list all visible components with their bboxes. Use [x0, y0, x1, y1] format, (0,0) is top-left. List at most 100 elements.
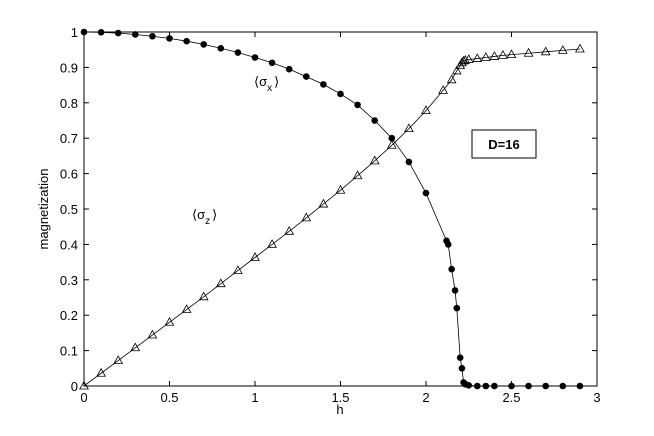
data-point	[183, 37, 190, 45]
x-tick-label: 1	[251, 390, 258, 405]
data-point	[523, 47, 534, 57]
y-tick-label: 0.4	[60, 237, 78, 252]
data-point	[576, 382, 584, 390]
y-tick-label: 0.8	[60, 96, 78, 111]
data-point	[113, 355, 124, 364]
y-tick-label: 0.9	[60, 60, 78, 75]
data-point	[463, 54, 474, 64]
data-point	[438, 85, 448, 94]
data-point	[444, 241, 452, 248]
data-point	[559, 382, 567, 390]
data-point	[198, 291, 209, 301]
data-point	[215, 278, 226, 288]
sigma-x-label: ⟨σx ⟩	[254, 74, 279, 94]
data-point	[465, 381, 473, 389]
data-point	[489, 51, 500, 60]
label-sub: x	[267, 83, 272, 94]
data-point	[498, 50, 508, 59]
data-point	[181, 304, 192, 313]
x-tick-label: 1.5	[331, 390, 349, 405]
data-point	[448, 265, 455, 273]
x-tick-label: 0.5	[160, 390, 178, 405]
data-point	[149, 32, 156, 40]
series-line	[83, 31, 580, 387]
data-point	[268, 59, 276, 67]
data-point	[575, 43, 585, 53]
label-base: ⟨σ	[254, 74, 267, 89]
data-point	[480, 52, 491, 61]
label-close: ⟩	[274, 74, 279, 89]
data-point	[474, 382, 481, 390]
data-point	[132, 31, 139, 38]
data-point	[318, 198, 329, 208]
data-point	[491, 382, 498, 390]
data-point	[508, 382, 515, 390]
label-close: ⟩	[212, 207, 217, 222]
data-point	[301, 212, 312, 222]
data-point	[166, 35, 173, 42]
y-tick-label: 0.1	[60, 344, 78, 359]
sigma-z-label: ⟨σz ⟩	[192, 207, 217, 227]
data-point	[404, 123, 414, 133]
data-point	[80, 28, 88, 36]
label-base: ⟨σ	[192, 207, 205, 222]
series-line	[83, 48, 580, 387]
data-point	[303, 73, 310, 80]
data-point	[369, 155, 380, 165]
data-point	[96, 367, 106, 377]
data-point	[217, 44, 225, 52]
data-point	[164, 316, 175, 326]
y-tick-label: 0.5	[60, 202, 78, 217]
data-point	[337, 90, 344, 98]
data-point	[542, 382, 549, 390]
annotation-text: D=16	[488, 137, 519, 152]
data-point	[421, 105, 431, 114]
data-point	[460, 55, 471, 64]
y-tick-label: 1	[71, 25, 78, 40]
data-point	[267, 239, 277, 248]
x-tick-label: 2	[422, 390, 429, 405]
data-point	[320, 81, 327, 88]
data-point	[233, 265, 243, 274]
data-point	[352, 170, 363, 180]
x-tick-label: 3	[593, 390, 600, 405]
data-point	[388, 134, 396, 142]
data-point	[251, 54, 259, 61]
data-point	[285, 65, 293, 73]
x-tick-label: 2.5	[502, 390, 520, 405]
y-tick-label: 0.2	[60, 308, 78, 323]
data-point	[386, 139, 397, 149]
data-point	[482, 382, 490, 390]
data-point	[453, 304, 461, 312]
data-point	[405, 158, 413, 166]
data-point	[458, 365, 466, 372]
data-point	[525, 382, 532, 390]
data-point	[250, 252, 260, 261]
y-axis-label: magnetization	[36, 169, 51, 250]
label-sub: z	[205, 216, 210, 227]
x-tick-label: 0	[80, 390, 87, 405]
data-point	[200, 41, 207, 48]
plot-frame	[83, 31, 598, 387]
data-point	[79, 380, 89, 390]
data-point	[130, 342, 141, 352]
data-point	[354, 101, 361, 109]
data-point	[557, 45, 568, 54]
y-tick-label: 0	[71, 379, 78, 394]
data-point	[284, 225, 295, 235]
x-axis-label: h	[336, 402, 343, 417]
data-point	[446, 74, 457, 84]
data-point	[114, 29, 122, 37]
data-point	[451, 65, 462, 75]
data-point	[147, 329, 158, 339]
data-point	[97, 29, 105, 36]
data-point	[451, 287, 459, 294]
y-tick-label: 0.3	[60, 273, 78, 288]
data-point	[234, 49, 242, 56]
data-point	[540, 46, 551, 56]
data-point	[335, 184, 346, 194]
data-point	[472, 53, 483, 62]
data-point	[456, 354, 464, 361]
data-point	[371, 117, 379, 124]
